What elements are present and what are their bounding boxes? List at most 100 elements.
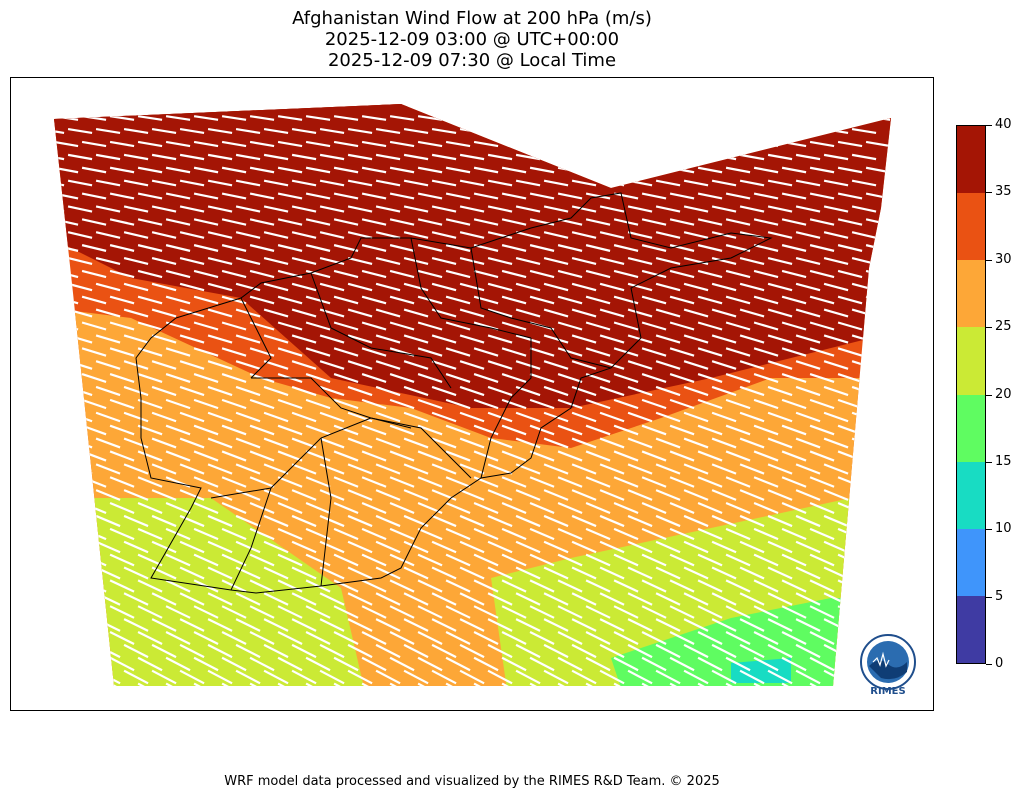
wind-arrow: [95, 360, 121, 370]
wind-arrow: [809, 347, 835, 357]
wind-arrow: [249, 218, 275, 226]
wind-arrow: [277, 218, 303, 226]
wind-arrow: [599, 514, 625, 528]
wind-arrow: [235, 334, 261, 344]
wind-arrow: [67, 669, 93, 685]
wind-arrow: [207, 179, 233, 187]
wind-arrow: [669, 218, 695, 226]
wind-arrow: [725, 192, 751, 200]
wind-arrow: [67, 489, 93, 501]
wind-arrow: [683, 127, 709, 135]
wind-arrow: [165, 579, 191, 593]
wind-arrow: [767, 282, 793, 292]
wind-arrow: [571, 489, 597, 501]
wind-arrow: [557, 398, 583, 410]
wind-arrow: [809, 398, 835, 410]
wind-arrow: [697, 166, 723, 174]
wind-arrow: [795, 127, 821, 135]
band-20-25-southwest: [54, 498, 371, 686]
wind-arrow: [333, 605, 359, 619]
wind-arrow: [487, 282, 513, 292]
wind-arrow: [417, 656, 443, 672]
wind-arrow: [277, 605, 303, 619]
wind-arrow: [487, 153, 513, 161]
wind-arrow: [823, 437, 849, 449]
wind-arrow: [319, 308, 345, 318]
wind-arrow: [753, 450, 779, 462]
band-35-40-northwest: [54, 104, 411, 238]
wind-arrow: [557, 140, 583, 148]
wind-arrow: [809, 682, 835, 686]
wind-arrow: [347, 669, 373, 685]
wind-arrow: [711, 540, 737, 554]
wind-arrow: [403, 540, 429, 554]
wind-arrow: [165, 656, 191, 672]
wind-arrow: [375, 385, 401, 397]
wind-arrow: [851, 231, 877, 239]
wind-arrow: [361, 527, 387, 541]
wind-arrow: [753, 579, 779, 593]
wind-arrow: [711, 618, 737, 632]
wind-arrow: [823, 179, 849, 187]
wind-arrow: [123, 592, 149, 606]
wind-arrow: [487, 411, 513, 423]
wind-arrow: [361, 579, 387, 593]
wind-arrow: [333, 656, 359, 672]
wind-arrow: [739, 360, 765, 370]
wind-arrow: [347, 282, 373, 292]
wind-arrow: [95, 463, 121, 475]
wind-arrow: [739, 669, 765, 685]
wind-arrow: [501, 244, 527, 252]
wind-arrow: [347, 643, 373, 659]
wind-arrow: [487, 643, 513, 659]
wind-arrow: [375, 463, 401, 475]
wind-arrow: [515, 231, 541, 239]
wind-arrow: [333, 295, 359, 305]
wind-arrow: [669, 192, 695, 200]
wind-arrow: [109, 398, 135, 410]
wind-arrow: [361, 656, 387, 672]
wind-arrow: [501, 553, 527, 567]
wind-arrow: [669, 424, 695, 436]
wind-arrow: [193, 166, 219, 174]
wind-arrow: [179, 205, 205, 213]
wind-arrow: [697, 140, 723, 148]
wind-arrow: [795, 153, 821, 161]
wind-arrow: [711, 489, 737, 501]
wind-arrow: [627, 411, 653, 423]
wind-arrow: [543, 540, 569, 554]
wind-arrow: [207, 282, 233, 292]
wind-arrow: [501, 682, 527, 686]
wind-arrow: [277, 166, 303, 174]
wind-arrow: [54, 282, 65, 292]
wind-arrow: [683, 437, 709, 449]
wind-arrow: [319, 643, 345, 659]
wind-arrow: [865, 373, 891, 383]
wind-arrow: [319, 669, 345, 685]
wind-arrow: [459, 489, 485, 501]
wind-arrow: [683, 179, 709, 187]
wind-arrow: [627, 385, 653, 397]
wind-arrow: [109, 502, 135, 514]
wind-arrow: [403, 308, 429, 318]
wind-arrow: [543, 514, 569, 528]
wind-arrow: [165, 682, 191, 686]
wind-arrow: [431, 566, 457, 580]
wind-arrow: [151, 127, 177, 135]
wind-arrow: [725, 140, 751, 148]
wind-arrow: [571, 153, 597, 161]
wind-arrow: [515, 437, 541, 449]
wind-arrow: [823, 256, 849, 266]
wind-arrow: [459, 360, 485, 370]
wind-arrow: [599, 282, 625, 292]
wind-arrow: [417, 424, 443, 436]
wind-arrow: [263, 127, 289, 135]
wind-arrow: [795, 463, 821, 475]
wind-arrow: [641, 553, 667, 567]
wind-arrow: [571, 566, 597, 580]
wind-arrow: [291, 308, 317, 318]
wind-arrow: [347, 179, 373, 187]
wind-arrow: [347, 231, 373, 239]
wind-arrow: [137, 656, 163, 672]
wind-arrow: [81, 269, 107, 279]
